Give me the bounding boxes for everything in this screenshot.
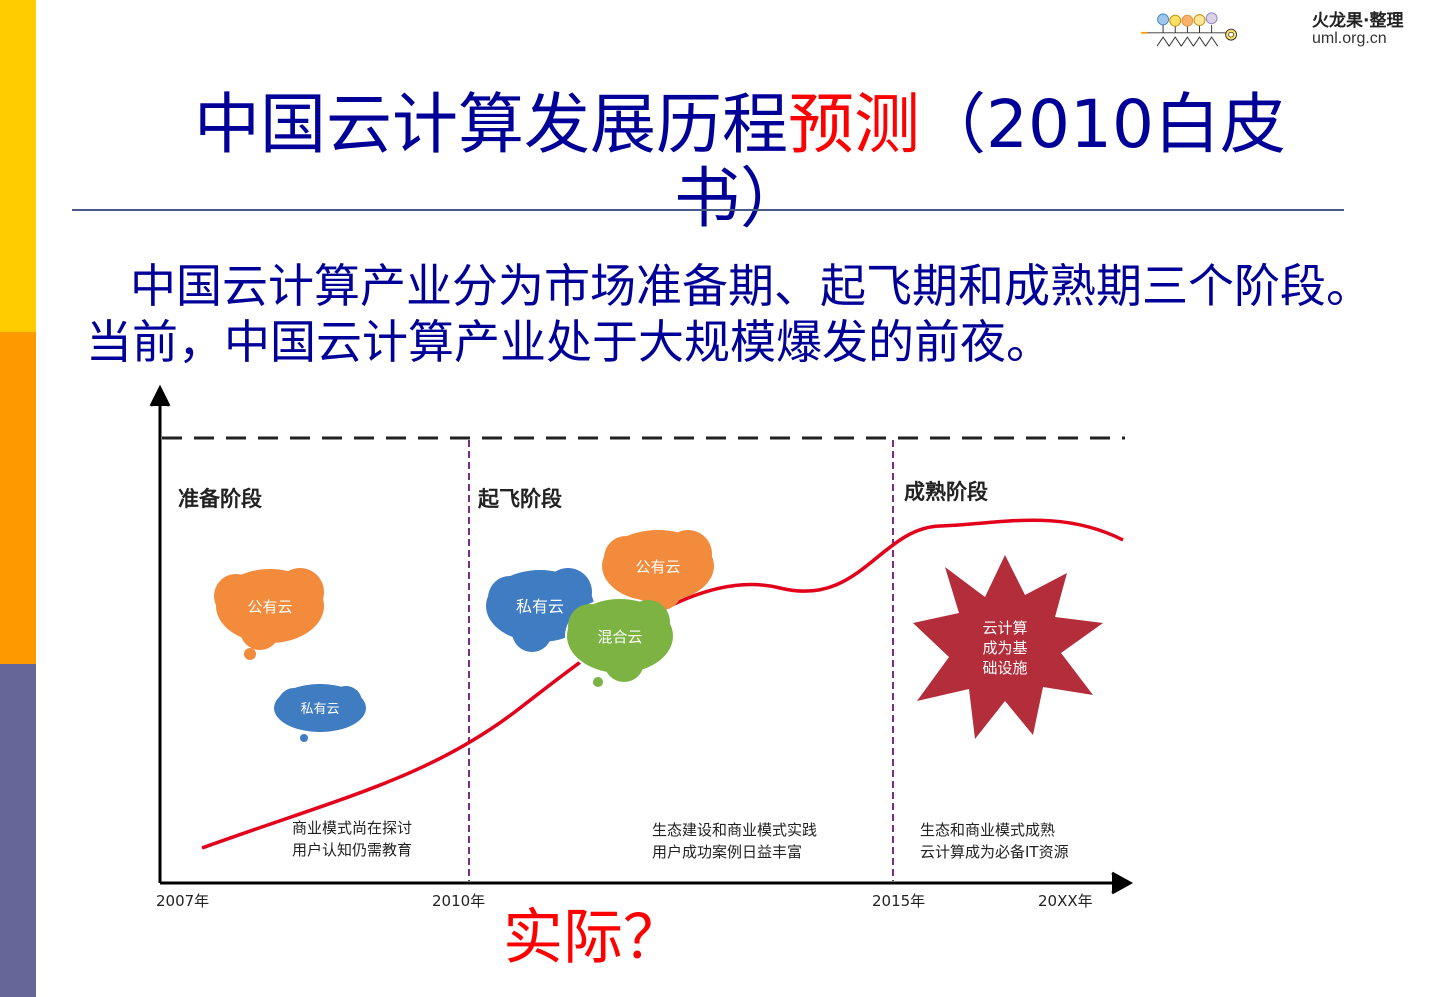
cloud-label: 私有云 <box>516 597 564 616</box>
body-paragraph: 中国云计算产业分为市场准备期、起飞期和成熟期三个阶段。当前，中国云计算产业处于大… <box>86 258 1376 370</box>
logo-circle-2 <box>1169 14 1182 27</box>
title-tail: （2010白皮书） <box>674 86 1286 237</box>
stage-note-1b: 用户认知仍需教育 <box>292 841 412 859</box>
cloud-public-stage1: 公有云 <box>214 567 326 660</box>
cloud-private-stage1: 私有云 <box>274 684 366 742</box>
growth-curve <box>201 518 1124 850</box>
stage-label-1: 准备阶段 <box>178 487 262 511</box>
diagram-axes <box>149 384 1134 895</box>
stage-note-3b: 云计算成为必备IT资源 <box>920 843 1069 861</box>
stage-note-3a: 生态和商业模式成熟 <box>920 821 1055 839</box>
cloud-hybrid-stage2: 混合云 <box>565 597 675 687</box>
body-text: 中国云计算产业分为市场准备期、起飞期和成熟期三个阶段。当前，中国云计算产业处于大… <box>86 259 1372 369</box>
logo-url-text: uml.org.cn <box>1312 30 1387 47</box>
sidebar-strip-purple <box>0 664 36 997</box>
axis-tick-2010: 2010年 <box>432 892 485 910</box>
stage-note-2b: 用户成功案例日益丰富 <box>652 843 802 861</box>
cloud-private-stage2: 私有云 <box>486 568 594 652</box>
burst-line-2: 成为基 <box>982 639 1027 657</box>
cloud-label: 公有云 <box>247 598 292 616</box>
cloud-label: 混合云 <box>597 628 642 646</box>
question-text: 实际？ <box>503 903 683 973</box>
stage-label-3: 成熟阶段 <box>904 480 988 504</box>
cloud-label: 公有云 <box>635 558 680 576</box>
title-divider <box>72 209 1344 211</box>
title-accent: 预测 <box>788 86 921 163</box>
stage-label-2: 起飞阶段 <box>477 487 562 511</box>
logo-brand-text: 火龙果·整理 <box>1312 11 1404 31</box>
logo-circle-5 <box>1205 12 1218 25</box>
axis-tick-20xx: 20XX年 <box>1038 892 1093 910</box>
sidebar-strip-yellow <box>0 0 36 332</box>
sidebar-strip-orange <box>0 332 36 664</box>
stage-note-1a: 商业模式尚在探讨 <box>292 819 412 837</box>
logo-circle-4 <box>1193 14 1206 26</box>
cloud-public-stage2: 公有云 <box>602 530 714 610</box>
title-main: 中国云计算发展历程 <box>194 86 789 163</box>
burst-line-1: 云计算 <box>982 619 1027 637</box>
axis-tick-2015: 2015年 <box>872 892 925 910</box>
stage-note-2a: 生态建设和商业模式实践 <box>652 821 817 839</box>
burst-line-3: 础设施 <box>982 659 1027 677</box>
page-title: 中国云计算发展历程预测（2010白皮书） <box>150 88 1330 236</box>
logo-circle-1 <box>1157 13 1169 26</box>
logo-circle-3 <box>1181 14 1194 27</box>
axis-tick-2007: 2007年 <box>156 892 209 910</box>
stage-diagram: 准备阶段 起飞阶段 成熟阶段 公有云 私有云 公有云 私有云 <box>149 384 1134 910</box>
logo-icon <box>1141 12 1237 47</box>
burst-star: 云计算 成为基 础设施 <box>913 555 1103 739</box>
cloud-label: 私有云 <box>300 702 339 717</box>
